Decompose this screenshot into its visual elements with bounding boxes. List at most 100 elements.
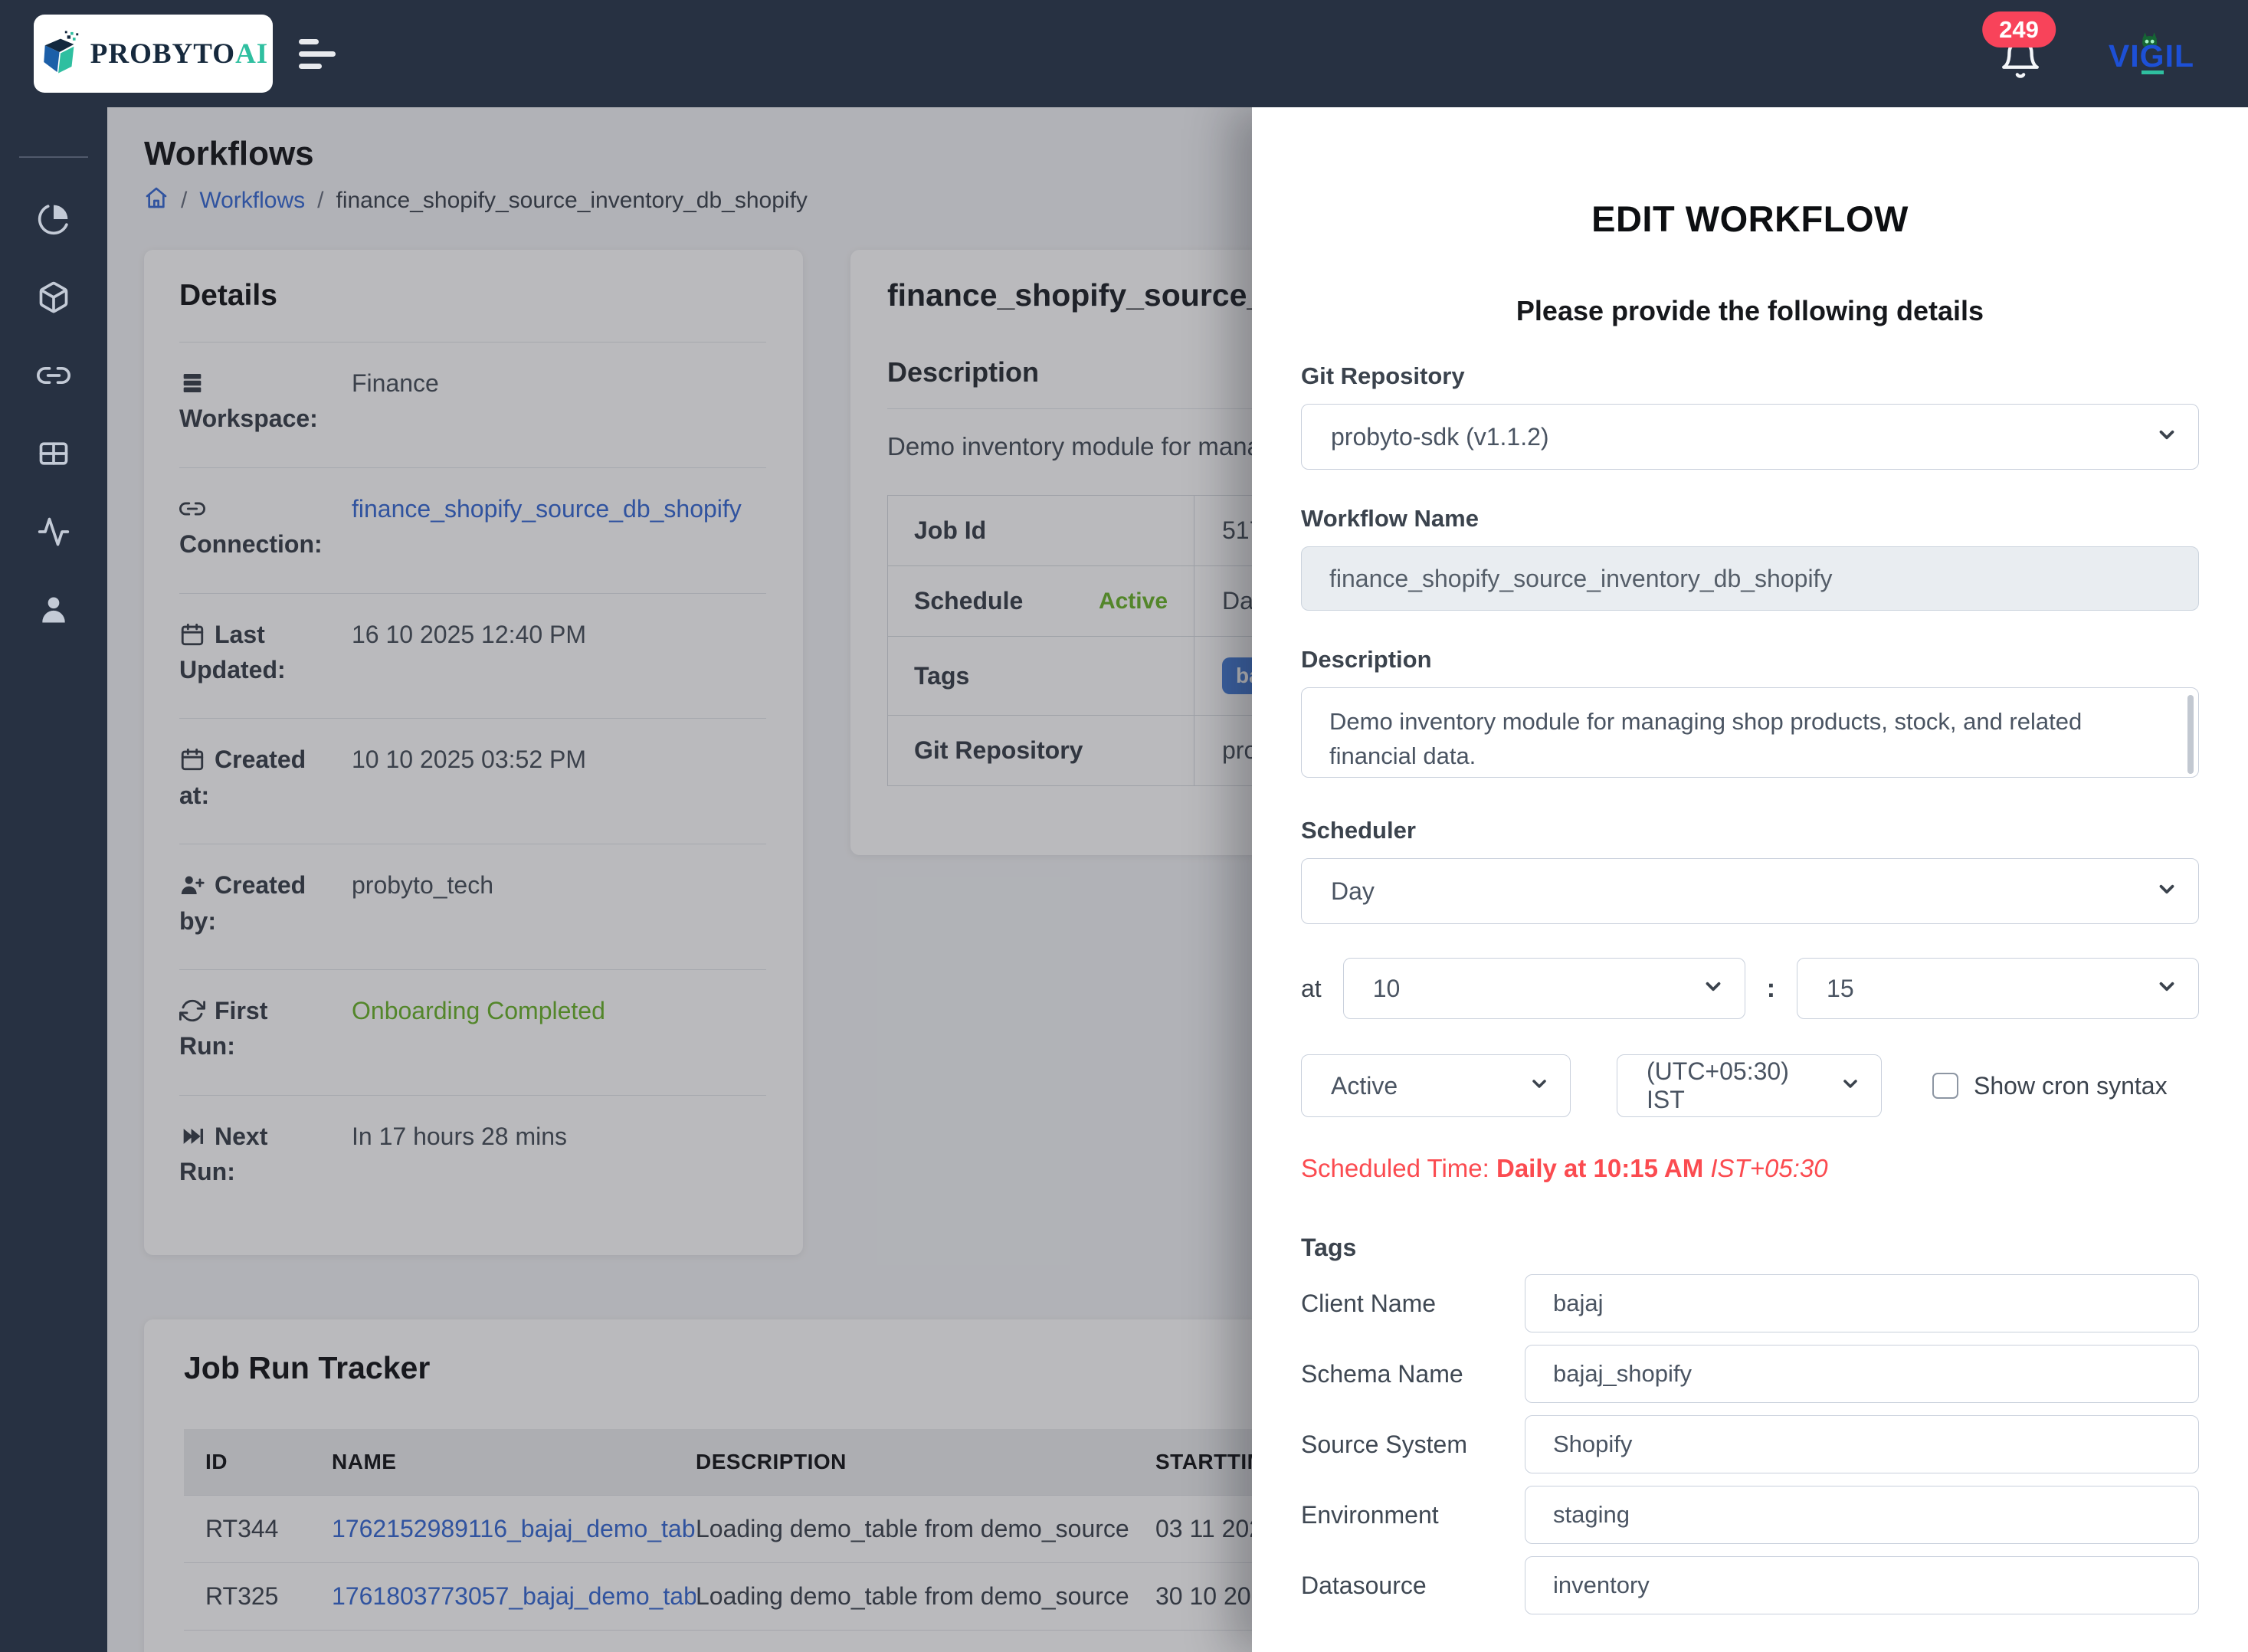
- details-first-run-value: Onboarding Completed: [352, 996, 605, 1024]
- sidebar-item-connections[interactable]: [37, 359, 70, 392]
- description-label: Description: [1301, 646, 1432, 673]
- chevron-down-icon: [1702, 975, 1725, 1002]
- server-icon: [179, 369, 215, 397]
- show-cron-syntax-toggle[interactable]: Show cron syntax: [1932, 1072, 2168, 1100]
- overview-description-heading: Description: [887, 356, 1040, 388]
- breadcrumb-current: finance_shopify_source_inventory_db_shop…: [336, 188, 808, 213]
- details-created-by-value: probyto_tech: [352, 871, 494, 900]
- tags-heading: Tags: [1301, 1234, 1357, 1261]
- source-system-label: Source System: [1301, 1430, 1467, 1458]
- brand-logo[interactable]: PROBYTOAI: [34, 15, 273, 93]
- environment-label: Environment: [1301, 1500, 1439, 1529]
- status-select[interactable]: Active: [1301, 1054, 1571, 1117]
- bell-icon: [1998, 39, 2043, 84]
- breadcrumb-home-link[interactable]: [144, 185, 169, 216]
- datasource-input[interactable]: [1525, 1556, 2199, 1614]
- edit-workflow-drawer: EDIT WORKFLOW Please provide the followi…: [1252, 107, 2248, 1652]
- table-row: RT325 1761803773057_bajaj_demo_table Loa…: [184, 1562, 2171, 1630]
- job-run-link[interactable]: 1761802313338_bajaj_demo_table: [332, 1650, 696, 1652]
- package-icon: [37, 281, 70, 316]
- schema-name-input[interactable]: [1525, 1345, 2199, 1403]
- notification-count-badge: 249: [1982, 11, 2056, 48]
- chevron-down-icon: [2155, 424, 2178, 451]
- details-connection-link[interactable]: finance_shopify_source_db_shopify: [352, 494, 742, 523]
- calendar-icon: [179, 621, 215, 648]
- table-row: RT344 1762152989116_bajaj_demo_table Loa…: [184, 1495, 2171, 1562]
- notifications-button[interactable]: 249: [1982, 11, 2056, 84]
- source-system-input[interactable]: [1525, 1415, 2199, 1473]
- details-card-title: Details: [179, 279, 277, 312]
- tag-field-source-system: Source System: [1301, 1415, 2199, 1473]
- scheduled-time-text: Scheduled Time: Daily at 10:15 AM IST+05…: [1301, 1154, 1828, 1182]
- time-separator: :: [1766, 973, 1776, 1003]
- sidebar-item-tables[interactable]: [37, 437, 70, 470]
- sidebar-item-activity[interactable]: [37, 515, 70, 549]
- environment-input[interactable]: [1525, 1486, 2199, 1544]
- cron-checkbox[interactable]: [1932, 1073, 1958, 1099]
- top-navbar: PROBYTOAI 249 VIGIL: [0, 0, 2248, 107]
- timezone-select[interactable]: (UTC+05:30) IST: [1617, 1054, 1882, 1117]
- brand-cube-icon: [38, 30, 83, 78]
- tag-field-schema-name: Schema Name: [1301, 1345, 2199, 1403]
- client-name-label: Client Name: [1301, 1289, 1437, 1317]
- breadcrumb-separator: /: [181, 188, 188, 213]
- details-row-workspace: Workspace: Finance: [179, 342, 766, 467]
- chevron-down-icon: [1840, 1073, 1861, 1099]
- page-title: Workflows: [144, 135, 314, 172]
- cron-checkbox-label: Show cron syntax: [1974, 1071, 2168, 1100]
- textarea-scrollbar[interactable]: [2187, 695, 2194, 774]
- at-label: at: [1301, 974, 1322, 1002]
- hour-select[interactable]: 10: [1342, 958, 1745, 1019]
- drawer-subtitle: Please provide the following details: [1516, 295, 1984, 326]
- chevron-down-icon: [2155, 975, 2178, 1002]
- overview-description-text: Demo inventory module for manag: [887, 432, 1276, 461]
- details-row-last-updated: Last Updated: 16 10 2025 12:40 PM: [179, 592, 766, 719]
- details-workspace-value: Finance: [352, 369, 439, 397]
- details-last-updated-value: 16 10 2025 12:40 PM: [352, 620, 587, 648]
- breadcrumb-workflows-link[interactable]: Workflows: [199, 188, 306, 213]
- minute-select[interactable]: 15: [1797, 958, 2200, 1019]
- details-created-at-value: 10 10 2025 03:52 PM: [352, 746, 587, 774]
- job-run-tracker-title: Job Run Tracker: [184, 1350, 431, 1386]
- details-row-connection: Connection: finance_shopify_source_db_sh…: [179, 467, 766, 593]
- details-row-created-at: Created at: 10 10 2025 03:52 PM: [179, 718, 766, 844]
- job-run-link[interactable]: 1761803773057_bajaj_demo_table: [332, 1582, 696, 1611]
- details-card: Details Workspace: Finance Connection: f…: [144, 250, 803, 1256]
- link-icon: [179, 495, 215, 523]
- tag-field-environment: Environment: [1301, 1486, 2199, 1544]
- left-sidebar: [0, 107, 107, 1652]
- workflow-name-input[interactable]: [1301, 546, 2199, 611]
- tag-field-datasource: Datasource: [1301, 1556, 2199, 1614]
- chevron-down-icon: [2155, 878, 2178, 905]
- datasource-label: Datasource: [1301, 1571, 1427, 1599]
- refresh-icon: [179, 997, 215, 1024]
- home-icon: [144, 185, 169, 216]
- sidebar-item-users[interactable]: [37, 593, 70, 627]
- schedule-active-badge: Active: [1098, 588, 1168, 614]
- details-row-next-run: Next Run: In 17 hours 28 mins: [179, 1094, 766, 1221]
- calendar-icon: [179, 746, 215, 773]
- brand-name: PROBYTOAI: [90, 38, 269, 70]
- git-repository-select[interactable]: probyto-sdk (v1.1.2): [1301, 404, 2199, 470]
- details-next-run-value: In 17 hours 28 mins: [352, 1122, 568, 1150]
- tag-field-client-name: Client Name: [1301, 1274, 2199, 1332]
- sidebar-divider: [19, 156, 88, 158]
- sidebar-toggle-button[interactable]: [299, 38, 336, 69]
- sidebar-item-packages[interactable]: [37, 280, 70, 314]
- client-name-input[interactable]: [1525, 1274, 2199, 1332]
- table-icon: [37, 442, 70, 473]
- pie-chart-icon: [37, 205, 70, 238]
- activity-icon: [37, 517, 70, 551]
- details-row-created-by: Created by: probyto_tech: [179, 844, 766, 969]
- sidebar-item-dashboard[interactable]: [37, 202, 70, 236]
- vigil-app-link[interactable]: VIGIL: [2109, 31, 2194, 74]
- schema-name-label: Schema Name: [1301, 1359, 1463, 1388]
- drawer-title: EDIT WORKFLOW: [1591, 198, 1909, 239]
- user-icon: [37, 597, 70, 629]
- breadcrumb: / Workflows / finance_shopify_source_inv…: [144, 185, 2211, 216]
- job-run-link[interactable]: 1762152989116_bajaj_demo_table: [332, 1515, 696, 1543]
- workflow-overview-title: finance_shopify_source_inv: [887, 277, 1310, 313]
- scheduler-label: Scheduler: [1301, 817, 1416, 844]
- description-textarea[interactable]: Demo inventory module for managing shop …: [1301, 687, 2199, 778]
- scheduler-frequency-select[interactable]: Day: [1301, 858, 2199, 924]
